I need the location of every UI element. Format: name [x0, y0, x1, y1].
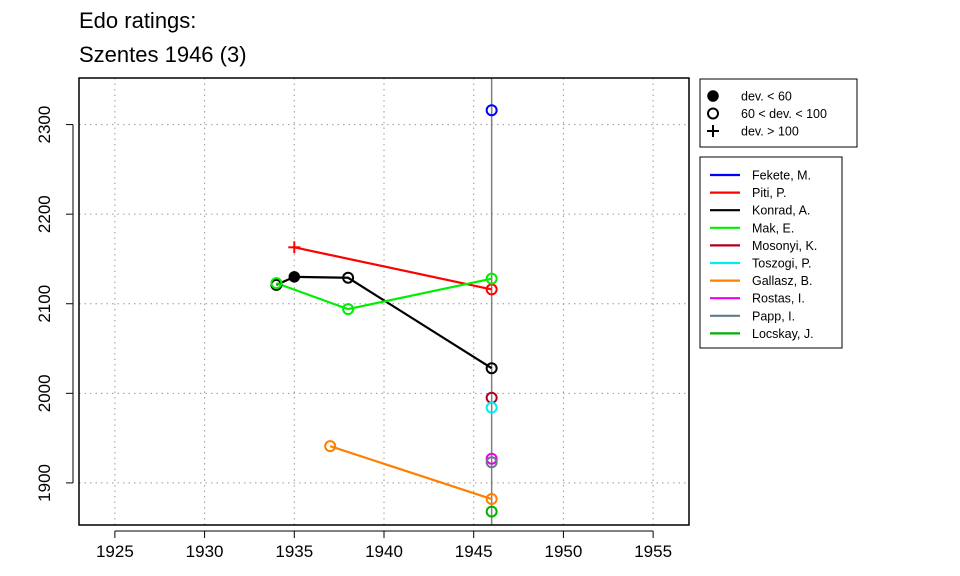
data-point-3-2: [485, 272, 498, 285]
series-legend-label-3: Mak, E.: [752, 221, 794, 235]
series-legend-label-1: Piti, P.: [752, 186, 787, 200]
series-line-3: [275, 277, 492, 311]
plot-data: [270, 78, 498, 525]
y-tick-label-2: 2100: [35, 285, 54, 323]
data-point-2-2: [342, 271, 355, 284]
series-legend-label-0: Fekete, M.: [752, 169, 811, 183]
y-tick-label-4: 2300: [35, 106, 54, 144]
plot-frame: [78, 77, 690, 526]
marker-legend-label-2: dev. > 100: [741, 125, 799, 139]
data-point-1-0: [288, 241, 301, 254]
x-tick-label-6: 1955: [634, 542, 672, 561]
x-tick-label-0: 1925: [96, 542, 134, 561]
series-legend-label-9: Locskay, J.: [752, 327, 814, 341]
series-legend: Fekete, M. Piti, P. Konrad, A. Mak, E. Moson…: [699, 156, 843, 349]
chart-subtitle: Szentes 1946 (3): [79, 42, 247, 67]
data-point-3-1: [342, 303, 355, 316]
data-point-9-0: [485, 505, 498, 518]
data-point-0-0: [485, 104, 498, 117]
x-tick-label-5: 1950: [544, 542, 582, 561]
data-point-6-0: [324, 440, 337, 453]
x-tick-label-2: 1935: [275, 542, 313, 561]
x-tick-label-3: 1940: [365, 542, 403, 561]
series-legend-label-2: Konrad, A.: [752, 204, 810, 218]
series-legend-label-6: Gallasz, B.: [752, 274, 812, 288]
y-tick-label-0: 1900: [35, 464, 54, 502]
series-line-6: [329, 445, 492, 501]
data-point-2-3: [485, 362, 498, 375]
x-tick-label-4: 1945: [455, 542, 493, 561]
marker-legend-frame: [699, 78, 858, 148]
marker-legend-label-0: dev. < 60: [741, 90, 792, 104]
marker-legend: dev. < 60 60 < dev. < 100 dev. > 100: [699, 78, 858, 148]
data-point-5-0: [485, 401, 498, 414]
series-line-2: [275, 275, 493, 370]
series-legend-label-5: Toszogi, P.: [752, 257, 812, 271]
marker-legend-label-1: 60 < dev. < 100: [741, 107, 827, 121]
series-line-1: [294, 246, 492, 291]
chart-title: Edo ratings:: [79, 8, 196, 33]
y-tick-label-1: 2000: [35, 374, 54, 412]
x-tick-label-1: 1930: [186, 542, 224, 561]
series-legend-label-8: Papp, I.: [752, 309, 795, 323]
series-legend-label-4: Mosonyi, K.: [752, 239, 817, 253]
series-legend-label-7: Rostas, I.: [752, 292, 805, 306]
y-tick-label-3: 2200: [35, 195, 54, 233]
data-point-2-1: [288, 271, 301, 283]
marker-legend-symbol-0: [707, 90, 719, 102]
data-point-8-0: [485, 456, 498, 469]
marker-legend-symbol-1: [707, 107, 719, 120]
data-point-7-0: [485, 452, 498, 465]
axes: 1925 1930 1935 1940 1945 1950 1955 1900 2000 2100…: [35, 106, 672, 561]
data-point-6-1: [485, 493, 498, 506]
marker-legend-symbol-2: [707, 125, 719, 137]
data-point-3-0: [270, 277, 283, 290]
